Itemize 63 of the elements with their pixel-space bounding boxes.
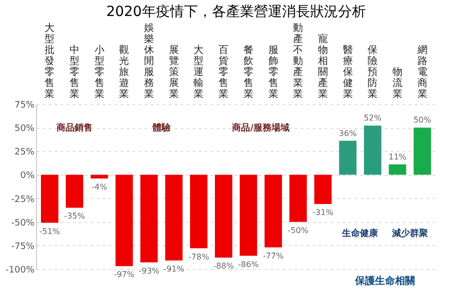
x-tick-label: 觀光旅遊業 (119, 44, 130, 100)
data-label: -86% (238, 260, 260, 269)
text: 保護生命相關 (354, 275, 416, 287)
x-tick-label: 網路電商業 (416, 45, 428, 100)
y-tick-label: 75% (14, 100, 35, 110)
bar (116, 174, 133, 266)
bar (165, 174, 183, 261)
x-tick-label: 娛樂休閒服務業 (144, 23, 154, 100)
x-tick-label: 餐飲零售業 (243, 44, 254, 100)
y-tick-label: 0% (20, 171, 35, 182)
y-tick-label: 25% (14, 148, 35, 158)
bar (190, 174, 208, 248)
data-label: -93% (138, 266, 160, 276)
x-tick-label: 寵物相關產業 (318, 33, 328, 100)
bar (414, 128, 432, 175)
x-tick-label: 動產不動產業業 (293, 23, 304, 100)
data-label: 11% (388, 152, 407, 162)
bar (314, 174, 332, 204)
data-label: -88% (213, 262, 234, 271)
data-label: -51% (39, 226, 60, 236)
bar (40, 174, 58, 223)
bar (364, 126, 382, 175)
data-label: -97% (114, 270, 135, 280)
chart-title: 2020年疫情下，各產業營運消長狀況分析 (106, 4, 366, 20)
data-label: 52% (364, 114, 382, 123)
data-label: -4% (92, 182, 108, 192)
data-label: -78% (188, 252, 210, 262)
x-tick-label: 保險預防業 (368, 45, 378, 100)
data-label: -91% (164, 264, 185, 274)
bar (388, 164, 406, 175)
bar (339, 140, 356, 175)
x-tick-label: 中型零售業 (70, 44, 80, 100)
x-tick-label: 物流業 (392, 67, 402, 100)
x-tick-label: 大型運輸業 (194, 44, 204, 100)
y-tick-label: -75% (11, 242, 35, 252)
y-tick-label: -50% (11, 218, 35, 228)
x-tick-label: 服飾零售業 (268, 45, 278, 100)
x-tick-label: 百貨零售業 (218, 45, 229, 100)
data-label: -35% (64, 212, 86, 221)
y-tick-label: 50% (14, 124, 35, 134)
annotation: 商品銷售 (56, 122, 93, 134)
annotation: 減少群聚 (390, 228, 428, 240)
annotation: 體驗 (152, 122, 172, 134)
bar (66, 174, 84, 208)
annotation: 生命健康 (341, 228, 380, 240)
y-tick-label: -100% (6, 266, 35, 276)
x-tick-label: 大型批發零售業 (44, 22, 55, 100)
bar (214, 174, 232, 258)
data-label: 50% (413, 116, 432, 125)
data-label: 36% (338, 128, 358, 138)
bar (140, 174, 158, 262)
x-tick-label: 小型零售業 (94, 44, 104, 100)
x-tick-label: 醫療保健業 (342, 44, 353, 100)
data-label: -77% (262, 251, 284, 260)
y-tick-label: -25% (11, 194, 35, 205)
bar (264, 174, 282, 248)
bar (90, 174, 108, 178)
annotation: 商品/服務場域 (231, 122, 290, 134)
x-tick-label: 展覽策展業 (168, 45, 179, 100)
bar (289, 174, 307, 222)
data-label: -31% (312, 208, 334, 217)
bar (240, 174, 258, 256)
data-label: -50% (288, 226, 309, 235)
